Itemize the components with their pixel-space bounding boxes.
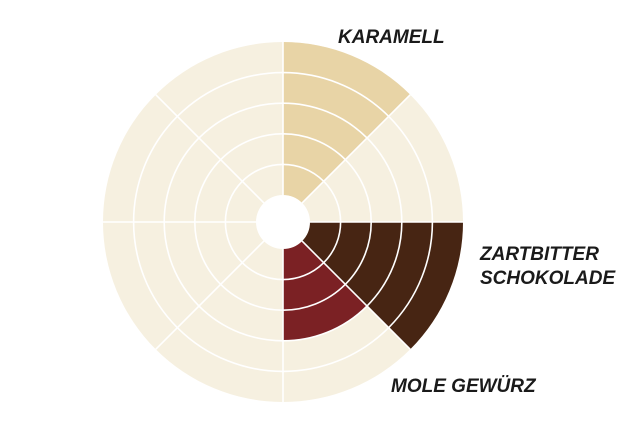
label-mole-gewuerz: MOLE GEWÜRZ (391, 375, 536, 399)
grid-spoke-3 (301, 240, 411, 350)
label-zartbitter-line-1: ZARTBITTER (480, 244, 599, 265)
wheel-grid (103, 42, 463, 402)
grid-spoke-5 (155, 240, 265, 350)
label-zartbitter-line-2: SCHOKOLADE (480, 268, 616, 289)
label-karamell: KARAMELL (338, 26, 445, 50)
wheel-segments (283, 42, 463, 350)
label-karamell-line-1: KARAMELL (338, 27, 445, 48)
grid-spoke-1 (301, 94, 411, 204)
segment-mole-gew-rz (283, 241, 368, 341)
grid-spoke-7 (155, 94, 265, 204)
label-mole-line-1: MOLE GEWÜRZ (391, 376, 536, 397)
label-zartbitter-schokolade: ZARTBITTER SCHOKOLADE (480, 243, 615, 291)
